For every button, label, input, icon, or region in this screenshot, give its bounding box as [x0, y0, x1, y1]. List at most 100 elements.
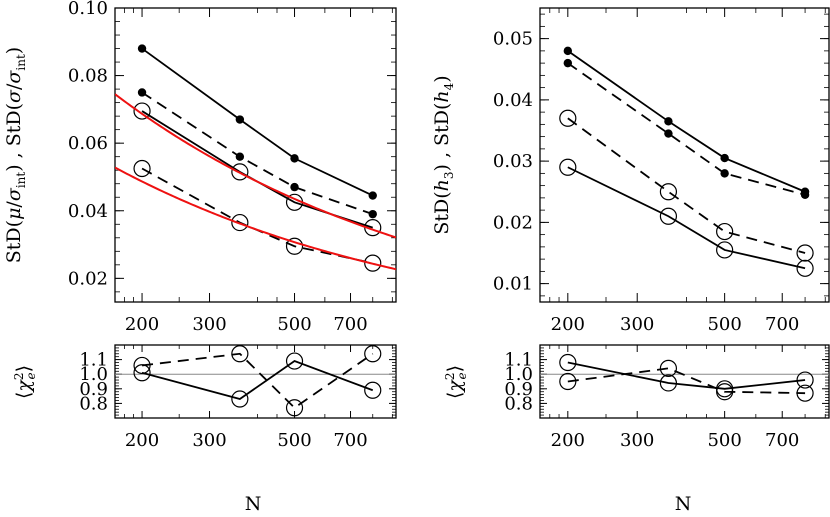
plot-area-bottom-right: 0.80.91.01.1 200 300 500 700 [504, 345, 829, 451]
data-point [716, 222, 734, 241]
plot-frame [114, 344, 397, 419]
series-line [141, 47, 374, 197]
data-point [368, 209, 377, 219]
data-point [559, 109, 577, 127]
data-point [133, 102, 151, 120]
series-line [141, 110, 374, 229]
y-tick-label: 0.02 [68, 268, 108, 289]
data-point [368, 191, 377, 200]
y-tick-label: 0.03 [493, 151, 533, 172]
plot-frame [539, 7, 830, 303]
series-1 [133, 345, 382, 417]
data-point [290, 182, 299, 192]
data-point [364, 381, 382, 399]
series-1 [137, 88, 377, 219]
series-3 [133, 159, 382, 272]
series-line [567, 62, 806, 196]
series-0 [559, 353, 814, 398]
x-tick-label: 200 [551, 314, 585, 335]
series-line [115, 93, 396, 239]
panel-top-right: 0.01 0.02 0.03 0.04 0.05 200 300 500 700 StD(h3)… [431, 7, 830, 335]
data-point [231, 390, 249, 408]
x-tick-label: 500 [277, 314, 311, 335]
plot-area-top-right: 0.01 0.02 0.03 0.04 0.05 200 300 500 700 [493, 8, 829, 335]
data-point [559, 353, 577, 372]
data-point [659, 183, 678, 201]
data-point [559, 158, 577, 176]
y-axis-title-top-right: StD(h3) , StD(h4) [431, 75, 456, 234]
x-tick-label: 300 [192, 430, 226, 451]
y-tick-label: 0.06 [68, 133, 108, 154]
panel-bottom-left: 0.80.91.01.1 200 300 500 700 ⟨χ2e⟩ N [12, 344, 397, 515]
series-line [567, 367, 806, 395]
y-tick-label: 0.05 [493, 29, 533, 50]
plot-frame [114, 7, 397, 303]
y-tick-label: 1.1 [504, 350, 533, 371]
x-tick-label: 700 [765, 430, 799, 451]
y-tick-label: 0.9 [79, 379, 108, 400]
data-point [285, 399, 304, 417]
data-point [796, 384, 814, 402]
y-tick-label: 0.01 [493, 274, 533, 295]
x-tick-label: 200 [125, 430, 159, 451]
data-point [720, 153, 729, 163]
data-point [133, 159, 151, 178]
series-line [141, 167, 373, 265]
panel-bottom-right: 0.80.91.01.1 200 300 500 700 ⟨χ2e⟩ N [443, 344, 830, 515]
x-tick-label: 500 [707, 314, 741, 335]
x-axis-title-bottom-left: N [245, 493, 262, 515]
series-line [141, 352, 374, 409]
x-tick-label: 300 [192, 314, 226, 335]
y-tick-label: 0.04 [493, 90, 533, 111]
data-point [563, 46, 573, 56]
series-0 [133, 352, 382, 408]
series-line [567, 166, 806, 270]
y-axis-title-bottom-left: ⟨χ2e⟩ [12, 365, 38, 399]
x-tick-label: 500 [277, 430, 311, 451]
x-tick-label: 200 [125, 314, 159, 335]
data-point [796, 259, 814, 277]
series-3 [559, 158, 814, 277]
series-line [141, 360, 374, 400]
series-line [567, 50, 806, 193]
data-point [796, 244, 814, 262]
x-tick-label: 500 [707, 430, 741, 451]
series-2 [559, 109, 814, 262]
series-4 [115, 93, 396, 239]
y-tick-label: 0.10 [68, 0, 108, 19]
x-axis-title-bottom-right: N [675, 493, 692, 515]
data-point [659, 374, 678, 392]
x-tick-label: 200 [551, 430, 585, 451]
x-tick-label: 700 [333, 314, 367, 335]
data-point [664, 117, 673, 126]
series-line [115, 166, 396, 271]
y-tick-label: 0.9 [504, 379, 533, 400]
data-point [235, 115, 245, 124]
series-5 [115, 166, 396, 271]
data-point [235, 152, 245, 161]
data-point [800, 190, 810, 200]
y-tick-label: 0.02 [493, 212, 533, 233]
y-tick-label: 0.8 [504, 393, 533, 414]
y-tick-label: 1.0 [504, 364, 533, 385]
data-point [285, 352, 304, 370]
panel-top-left: 0.02 0.04 0.06 0.08 0.10 200 300 500 700 StD(μ/σ… [3, 0, 397, 335]
data-point [716, 241, 734, 259]
data-point [720, 169, 729, 178]
plot-area-bottom-left: 0.80.91.01.1 200 300 500 700 [79, 345, 396, 451]
y-tick-label: 0.08 [68, 66, 108, 87]
plot-frame [539, 344, 830, 419]
y-axis-title-top-left: StD(μ/σint) , StD(σ/σint) [3, 47, 28, 263]
series-2 [133, 102, 382, 237]
data-point [796, 371, 814, 389]
series-line [567, 361, 806, 390]
y-tick-label: 0.8 [79, 393, 108, 414]
series-1 [559, 359, 814, 402]
data-point [364, 345, 382, 363]
y-tick-label: 1.1 [79, 350, 108, 371]
data-point [231, 345, 249, 363]
data-point [659, 359, 678, 377]
series-1 [563, 58, 810, 200]
data-point [664, 129, 673, 138]
